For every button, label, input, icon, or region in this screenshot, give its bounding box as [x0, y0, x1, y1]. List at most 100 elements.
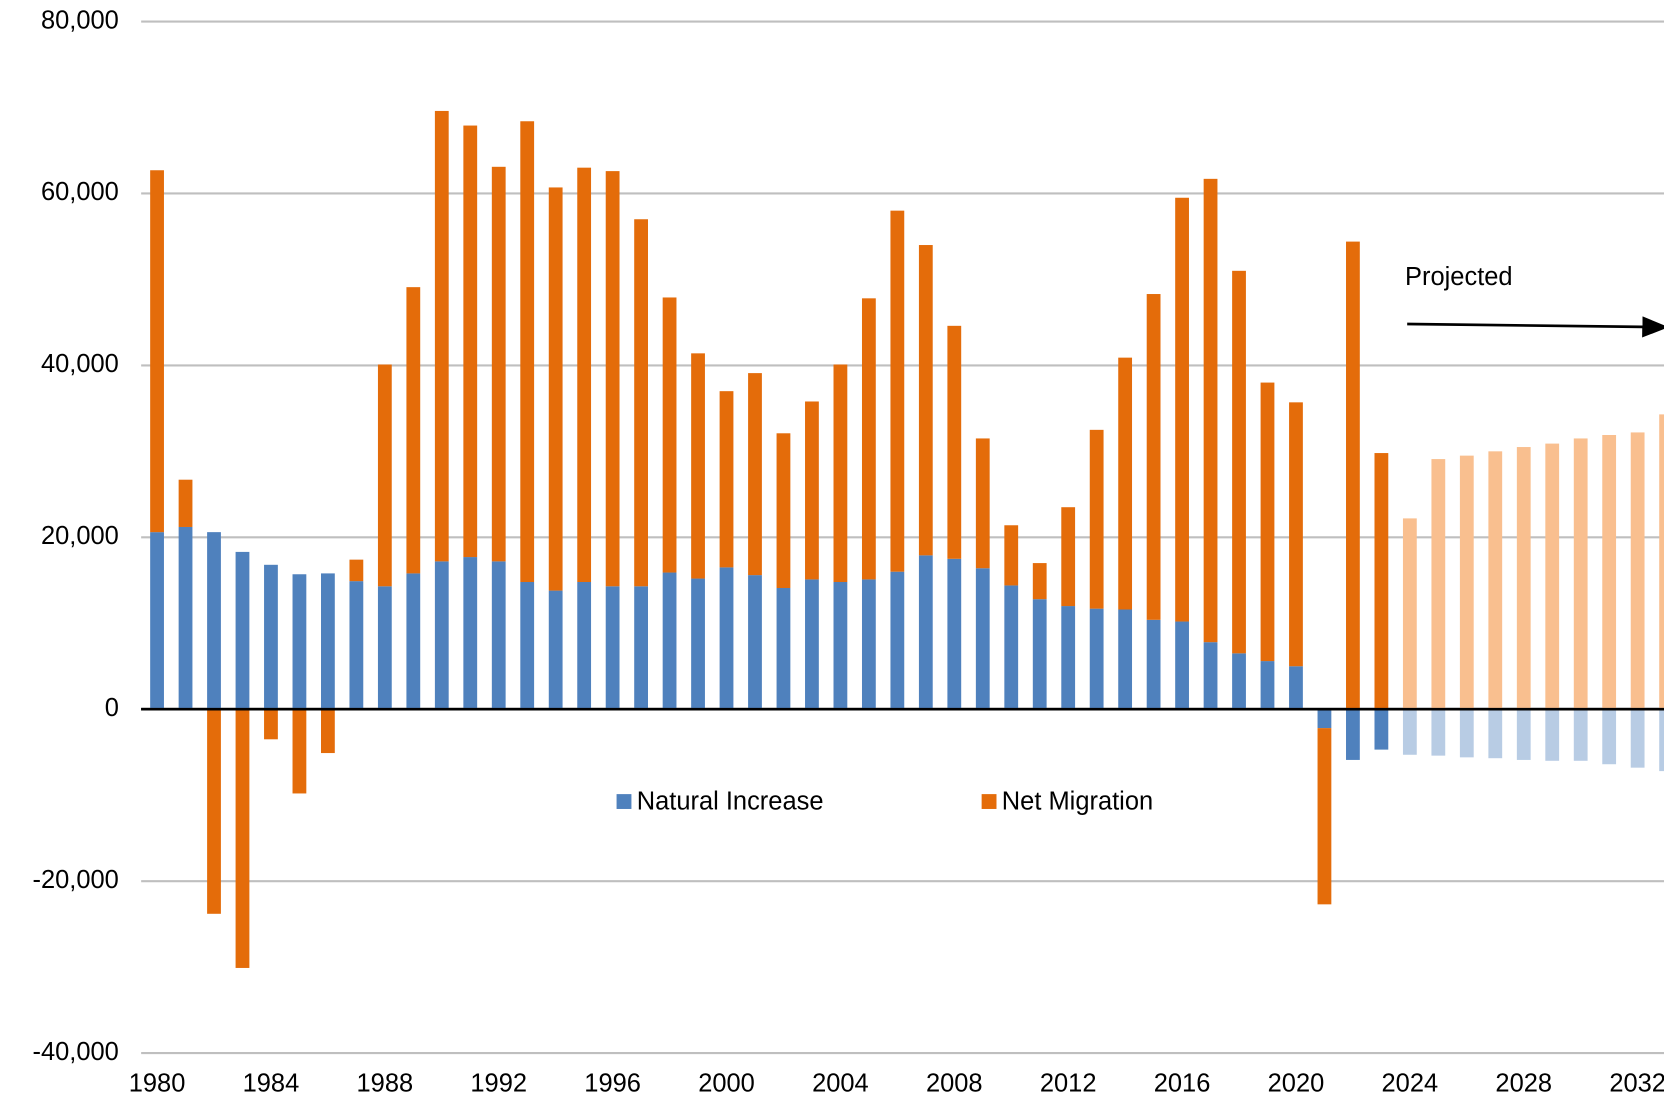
bar	[1089, 608, 1104, 710]
bar	[1630, 432, 1645, 710]
bar	[377, 364, 392, 587]
bar	[719, 567, 734, 710]
bar	[776, 588, 791, 710]
bar	[577, 167, 592, 582]
bar	[548, 187, 563, 591]
bar	[1516, 447, 1531, 710]
legend-label: Natural Increase	[637, 787, 824, 815]
annotation: Projected	[1405, 263, 1513, 291]
bar	[1089, 429, 1104, 609]
bar	[235, 551, 250, 710]
bar	[178, 526, 193, 710]
bar	[264, 709, 278, 740]
bar	[1004, 525, 1019, 586]
bar	[861, 579, 876, 710]
bar	[577, 581, 592, 710]
bar	[662, 572, 677, 710]
bar	[520, 581, 535, 710]
bar	[1032, 563, 1047, 600]
bar	[1659, 414, 1664, 710]
x-tick-label: 2028	[1495, 1070, 1552, 1098]
bar	[805, 401, 819, 580]
bar	[178, 479, 193, 527]
x-tick-label: 2020	[1268, 1070, 1325, 1098]
bar	[406, 287, 421, 574]
bar	[1459, 455, 1474, 710]
x-tick-label: 2004	[812, 1070, 869, 1098]
bar	[1374, 709, 1389, 750]
bar	[1260, 661, 1275, 710]
bar	[320, 573, 335, 710]
bar	[1545, 709, 1560, 761]
bar	[320, 709, 335, 754]
bar	[1317, 709, 1332, 729]
bar	[434, 561, 449, 710]
bar	[748, 575, 762, 710]
bar	[1488, 709, 1503, 759]
bar	[1346, 709, 1360, 760]
bar	[634, 586, 648, 710]
bar	[1545, 443, 1560, 710]
labels: -40,000 -20,000 0 20,000 40,000 60,000 80,000 1…	[33, 6, 1664, 1097]
legend-label: Net Migration	[1002, 787, 1153, 815]
y-tick-label: 80,000	[41, 6, 119, 34]
bar	[833, 364, 848, 582]
bar	[1232, 653, 1246, 710]
bar	[1602, 435, 1617, 710]
bar	[1175, 197, 1189, 622]
bar	[1317, 728, 1332, 905]
bar	[719, 391, 734, 568]
bar	[1146, 619, 1161, 710]
bar	[1061, 606, 1076, 710]
bar	[1573, 709, 1588, 761]
bar	[207, 709, 221, 914]
x-tick-label: 1992	[470, 1070, 527, 1098]
bar	[1346, 241, 1360, 710]
x-tick-label: 2000	[698, 1070, 755, 1098]
bar	[1146, 294, 1161, 620]
bar	[1232, 270, 1246, 654]
bar	[1402, 518, 1417, 710]
bar	[805, 579, 819, 710]
bar	[1118, 357, 1133, 610]
x-tick-label: 2008	[926, 1070, 983, 1098]
bar	[1061, 507, 1076, 607]
bar	[890, 210, 905, 572]
bar	[1118, 609, 1133, 710]
bar	[947, 558, 962, 710]
x-tick-label: 1980	[129, 1070, 186, 1098]
y-tick-label: 20,000	[41, 522, 119, 550]
bar	[975, 568, 990, 710]
bar	[1602, 709, 1617, 765]
bar	[377, 586, 392, 710]
bar	[975, 438, 990, 569]
x-tick-label: 1996	[584, 1070, 641, 1098]
bar	[605, 586, 620, 710]
bar	[491, 166, 506, 562]
bar	[833, 581, 848, 710]
bar	[406, 573, 421, 710]
bars	[141, 110, 1664, 968]
bar	[1203, 642, 1218, 710]
bar	[1260, 382, 1275, 662]
bar	[1431, 709, 1446, 756]
bar	[605, 171, 620, 587]
bar	[520, 121, 535, 582]
y-tick-label: 60,000	[41, 178, 119, 206]
bar	[1516, 709, 1531, 760]
bar	[634, 219, 648, 587]
bar	[1032, 599, 1047, 710]
legend-swatch	[981, 794, 997, 809]
bar	[1004, 585, 1019, 710]
bar	[1488, 451, 1503, 710]
bar	[207, 532, 221, 710]
legend-swatch	[616, 794, 632, 809]
x-tick-label: 2016	[1154, 1070, 1211, 1098]
y-tick-label: 40,000	[41, 350, 119, 378]
bar	[947, 325, 962, 559]
bar	[1573, 438, 1588, 710]
bar	[463, 125, 478, 558]
bar	[890, 571, 905, 710]
bar	[150, 532, 164, 710]
